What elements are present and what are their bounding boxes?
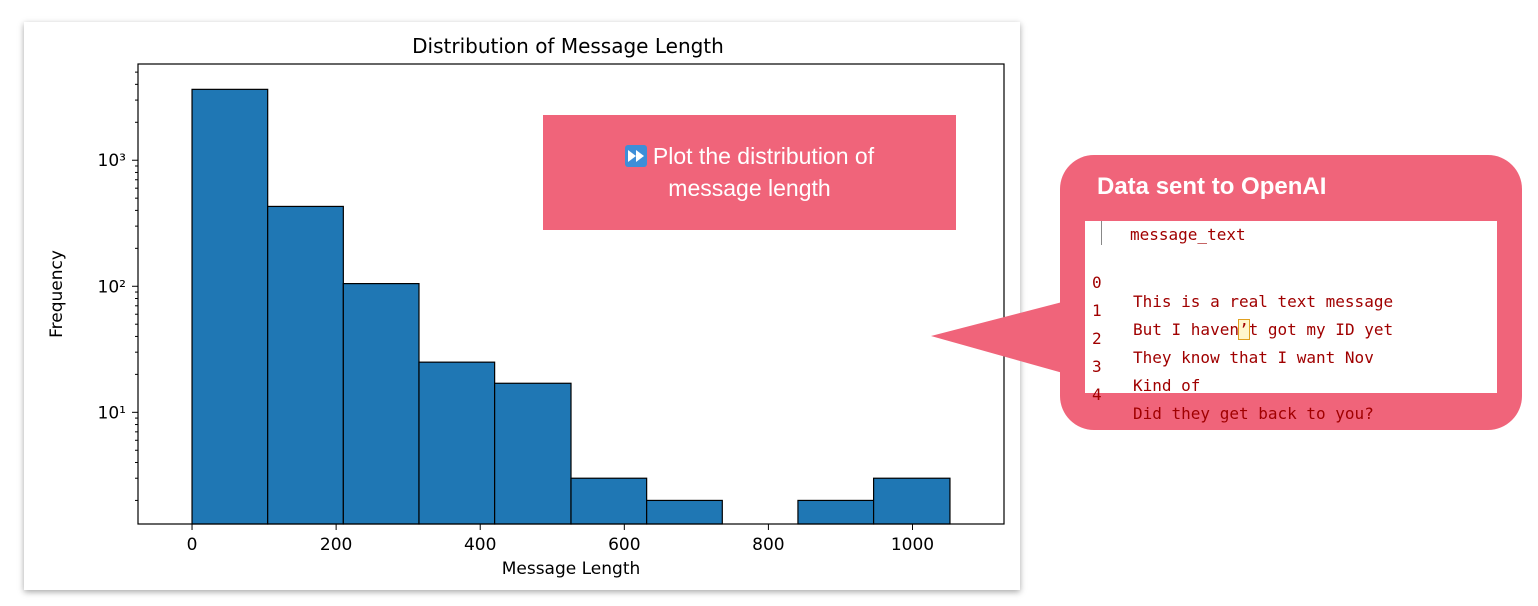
table-row: 3 Kind of xyxy=(1085,338,1497,395)
row-index: 4 xyxy=(1092,385,1102,404)
x-tick-label: 400 xyxy=(464,535,496,555)
y-tick-label: 10² xyxy=(98,277,126,297)
histogram-bar xyxy=(570,477,648,525)
table-row: 0 This is a real text message xyxy=(1085,254,1497,311)
x-tick-label: 800 xyxy=(752,535,784,555)
prompt-box: Plot the distribution of message length xyxy=(543,115,956,230)
row-text-after: t got my ID yet xyxy=(1248,320,1394,339)
x-tick-label: 600 xyxy=(608,535,640,555)
y-axis-label: Frequency xyxy=(47,250,67,338)
x-ticks: 0 200 400 600 800 1000 xyxy=(187,524,934,555)
table-row: 2 They know that I want Nov xyxy=(1085,310,1497,367)
row-text-before: But I haven xyxy=(1133,320,1239,339)
header-divider xyxy=(1101,221,1102,245)
x-tick-label: 0 xyxy=(187,535,198,555)
chart-title: Distribution of Message Length xyxy=(412,34,724,58)
fast-forward-icon xyxy=(624,145,647,167)
x-axis-label: Message Length xyxy=(502,559,641,579)
plot-frame xyxy=(137,63,1005,525)
x-tick-label: 200 xyxy=(320,535,352,555)
row-text: This is a real text message xyxy=(1133,292,1394,311)
row-text: Kind of xyxy=(1133,376,1201,395)
dataframe-panel: message_text 0 This is a real text messa… xyxy=(1085,221,1497,423)
y-tick-label: 10³ xyxy=(98,151,126,171)
dataframe-header: message_text xyxy=(1085,221,1497,250)
highlighted-character: ’ xyxy=(1238,319,1250,340)
prompt-line-1: Plot the distribution of xyxy=(543,140,956,172)
y-tick-label: 10¹ xyxy=(98,403,126,423)
table-row: 1 But I haven’t got my ID yet xyxy=(1085,282,1497,340)
x-tick-label: 1000 xyxy=(891,535,934,555)
row-text: Did they get back to you? xyxy=(1133,404,1374,423)
histogram-chart: Distribution of Message Length 0 200 400 60… xyxy=(47,34,1005,579)
row-text: But I haven’t got my ID yet xyxy=(1133,319,1394,340)
row-text: They know that I want Nov xyxy=(1133,348,1374,367)
table-row: 4 Did they get back to you? xyxy=(1085,366,1497,423)
bars-layer xyxy=(191,88,951,525)
data-callout: Data sent to OpenAI message_text 0 This … xyxy=(1060,155,1522,430)
row-index: 3 xyxy=(1092,357,1102,376)
row-index: 2 xyxy=(1092,329,1102,348)
histogram-bar xyxy=(494,382,572,525)
prompt-text-line-2: message length xyxy=(668,175,831,201)
column-header: message_text xyxy=(1130,225,1246,244)
prompt-text-line-1: Plot the distribution of xyxy=(652,143,875,169)
histogram-bar xyxy=(418,361,496,525)
y-ticks: 10¹ 10² 10³ xyxy=(98,71,138,501)
row-index: 1 xyxy=(1092,301,1102,320)
row-index: 0 xyxy=(1092,273,1102,292)
callout-title: Data sent to OpenAI xyxy=(1097,173,1327,200)
histogram-bar xyxy=(872,477,951,525)
